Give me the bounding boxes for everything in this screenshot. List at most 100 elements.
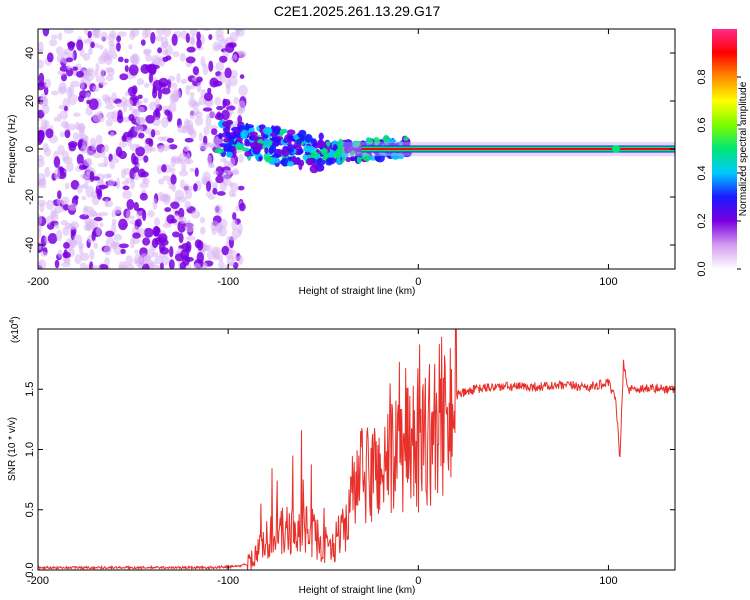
spectrogram-x-tick-label: 100 — [599, 276, 617, 288]
spectrogram-noise-blob — [53, 117, 58, 122]
snr-x-tick-label: -100 — [217, 575, 239, 587]
spectrogram-noise-blob — [80, 78, 85, 90]
spectrogram-noise-blob — [168, 75, 176, 82]
spectrogram-noise-blob — [150, 129, 156, 138]
spectrogram-noise-blob — [152, 85, 157, 94]
spectrogram-noise-blob — [126, 263, 135, 269]
spectrogram-noise-blob — [168, 101, 177, 113]
spectrogram-noise-blob — [116, 35, 122, 43]
spectrogram-noise-blob — [154, 98, 160, 109]
spectrogram-signal-blob — [241, 129, 249, 137]
spectrogram-noise-blob — [63, 258, 71, 265]
spectrogram-y-tick-label: 40 — [24, 47, 36, 59]
spectrogram-signal-blob — [320, 148, 328, 156]
spectrogram-noise-blob — [230, 182, 239, 193]
spectrogram-noise-blob — [84, 171, 92, 184]
spectrogram-noise-blob — [159, 247, 170, 255]
snr-y-axis: 0.0 0.5 1.0 1.5 — [24, 382, 675, 578]
spectrogram-signal-blob — [348, 147, 359, 154]
spectrogram-y-tick-label: 20 — [24, 95, 36, 107]
spectrogram-noise-blob — [171, 231, 181, 238]
spectrogram-noise-blob — [237, 50, 247, 58]
spectrogram-noise-blob — [100, 31, 108, 42]
spectrogram-noise-blob — [170, 174, 177, 185]
spectrogram-noise-blob — [133, 258, 138, 265]
spectrogram-noise-blob — [202, 29, 211, 32]
spectrogram-noise-blob — [40, 119, 48, 131]
spectrogram-noise-blob — [205, 180, 212, 192]
spectrogram-noise-blob — [97, 179, 104, 185]
spectrogram-noise-blob — [105, 104, 115, 110]
spectrogram-signal-blob — [350, 150, 356, 156]
spectrogram-signal-blob — [287, 156, 293, 161]
spectrogram-noise-blob — [113, 233, 122, 241]
spectrogram-noise-blob — [80, 252, 90, 262]
spectrogram-noise-blob — [156, 29, 165, 36]
snr-y-tick-label: 1.5 — [24, 382, 36, 397]
spectrogram-noise-blob — [118, 141, 127, 148]
spectrogram-noise-blob — [118, 218, 128, 231]
spectrogram-signal-blob — [223, 144, 234, 152]
spectrogram-signal-blob — [356, 155, 362, 164]
spectrogram-noise-blob — [124, 99, 134, 107]
spectrogram-noise-blob — [89, 248, 95, 260]
spectrogram-noise-blob — [160, 144, 171, 151]
spectrogram-noise-blob — [67, 41, 76, 48]
spectrogram-noise-blob — [79, 214, 90, 220]
spectrogram-noise-blob — [128, 44, 133, 50]
spectrogram-noise-blob — [97, 55, 106, 65]
spectrogram-noise-blob — [144, 29, 151, 38]
spectrogram-noise-blob — [97, 110, 104, 121]
spectrogram-noise-blob — [180, 179, 185, 189]
spectrogram-noise-blob — [143, 155, 149, 163]
spectrogram-signal-blob — [317, 140, 326, 148]
spectrogram-noise-blob — [234, 29, 243, 33]
spectrogram-noise-blob — [114, 158, 120, 164]
spectrogram-noise-blob — [208, 195, 216, 200]
spectrogram-noise-blob — [100, 81, 108, 86]
spectrogram-noise-blob — [76, 39, 84, 51]
spectrogram-noise-blob — [72, 132, 80, 142]
spectrogram-noise-blob — [157, 47, 163, 54]
spectrogram-signal-blob — [255, 142, 263, 151]
spectrogram-noise-blob — [157, 233, 168, 243]
spectrogram-signal-blob — [332, 144, 338, 152]
spectrogram-noise-blob — [208, 161, 214, 168]
spectrogram-noise-blob — [89, 211, 98, 217]
spectrogram-noise-blob — [227, 169, 234, 175]
spectrogram-signal-blob — [225, 131, 232, 138]
spectrogram-noise-blob — [118, 150, 127, 160]
spectrogram-noise-blob — [55, 229, 63, 242]
spectrogram-noise-blob — [106, 67, 115, 77]
spectrogram-noise-blob — [214, 44, 224, 50]
spectrogram-noise-blob — [73, 195, 79, 201]
spectrogram-noise-blob — [111, 92, 117, 102]
spectrogram-signal-blob — [367, 137, 374, 145]
spectrogram-noise-blob — [187, 127, 196, 136]
spectrogram-noise-blob — [184, 201, 191, 209]
spectrogram-noise-blob — [147, 209, 155, 218]
spectrogram-noise-blob — [231, 219, 238, 231]
spectrogram-noise-blob — [190, 35, 196, 47]
spectrogram-noise-blob — [203, 92, 213, 102]
spectrogram-noise-blob — [211, 220, 219, 226]
snr-marks — [38, 329, 675, 570]
spectrogram-noise-blob — [77, 95, 85, 103]
spectrogram-signal-blob — [244, 141, 252, 147]
spectrogram-noise-blob — [95, 75, 106, 84]
spectrogram-y-axis: -40 -20 0 20 40 — [24, 47, 675, 253]
spectrogram-noise-blob — [239, 202, 246, 212]
spectrogram-noise-blob — [104, 198, 109, 208]
spectrogram-noise-blob — [92, 176, 101, 181]
spectrogram-noise-blob — [107, 33, 115, 43]
spectrogram-noise-blob — [118, 261, 128, 269]
spectrogram-noise-blob — [119, 73, 129, 81]
spectrogram-noise-blob — [63, 29, 74, 34]
snr-plot-area — [38, 329, 675, 570]
spectrogram-noise-blob — [72, 234, 83, 245]
spectrogram-signal-blob — [270, 136, 281, 143]
spectrogram-noise-blob — [76, 123, 86, 131]
spectrogram-noise-blob — [162, 193, 171, 205]
spectrogram-noise-blob — [216, 191, 226, 196]
